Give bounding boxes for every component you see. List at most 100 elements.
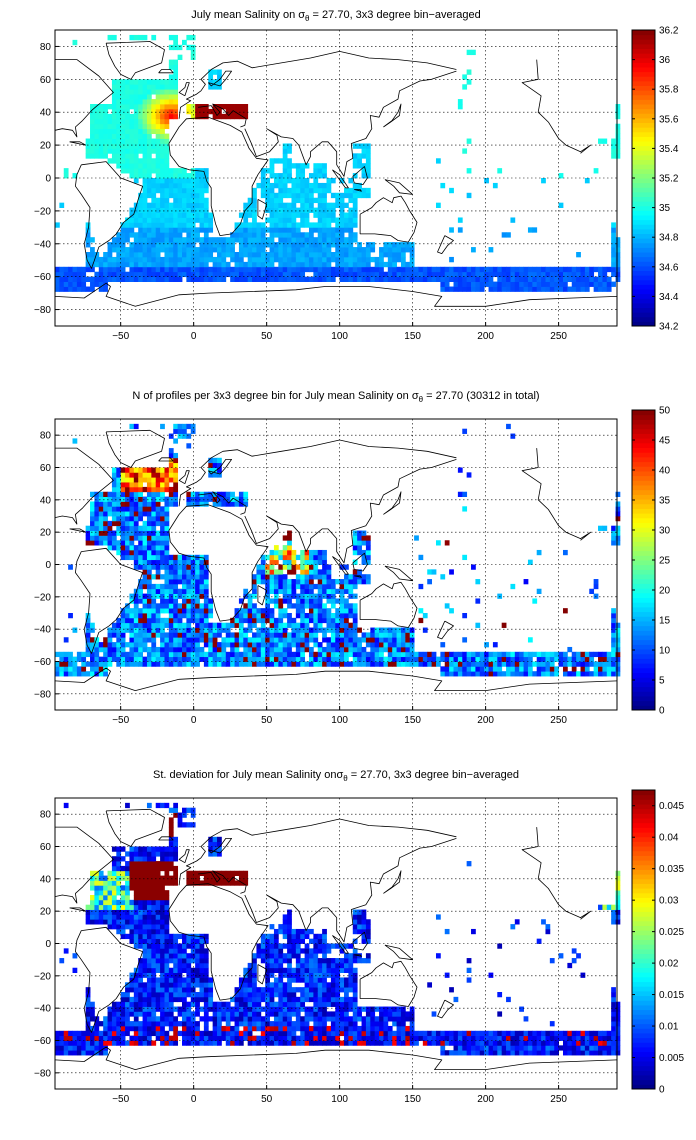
coastlines — [54, 808, 618, 1070]
x-tick-label: 150 — [404, 331, 421, 342]
panel-3: St. deviation for July mean Salinity onσ… — [34, 769, 684, 1105]
y-tick-label: −20 — [34, 971, 51, 982]
y-tick-label: 0 — [45, 560, 51, 571]
y-tick-label: 40 — [40, 495, 52, 506]
colorbar-tick-label: 50 — [659, 406, 671, 417]
x-tick-label: 200 — [477, 1094, 494, 1105]
colorbar-tick-label: 36 — [659, 55, 671, 66]
y-tick-label: 60 — [40, 75, 52, 86]
y-tick-label: −60 — [34, 272, 51, 283]
y-tick-label: −80 — [34, 1068, 51, 1079]
y-tick-label: 60 — [40, 463, 52, 474]
x-tick-label: 50 — [261, 331, 273, 342]
colorbar-tick-label: 34.4 — [659, 292, 679, 303]
y-tick-label: −20 — [34, 206, 51, 217]
colorbar-tick-label: 35.8 — [659, 85, 679, 96]
y-tick-label: 20 — [40, 907, 52, 918]
title-rest: = 27.70, 3x3 degree bin−averaged — [348, 769, 519, 781]
colorbar-tick-label: 34.6 — [659, 262, 679, 273]
colorbar-tick-label: 20 — [659, 586, 671, 597]
panel-1: July mean Salinity on σθ = 27.70, 3x3 de… — [34, 9, 679, 342]
y-tick-label: −40 — [34, 239, 51, 250]
colorbar-tick-label: 34.2 — [659, 322, 679, 333]
title-subscript: θ — [343, 774, 348, 783]
y-tick-label: 0 — [45, 174, 51, 185]
grid-lines — [55, 419, 617, 710]
x-tick-label: 50 — [261, 1094, 273, 1105]
y-tick-label: 0 — [45, 939, 51, 950]
x-tick-label: 250 — [550, 715, 567, 726]
title-subscript: θ — [419, 395, 424, 404]
colorbar-tick-label: 0.005 — [659, 1053, 684, 1064]
colorbar-tick-label: 0.03 — [659, 896, 679, 907]
x-tick-label: 100 — [331, 715, 348, 726]
colorbar-tick-label: 10 — [659, 646, 671, 657]
y-tick-label: 20 — [40, 528, 52, 539]
title-main: St. deviation for July mean Salinity onσ — [153, 769, 343, 781]
grid-lines — [55, 30, 617, 326]
x-tick-label: 100 — [331, 331, 348, 342]
x-tick-label: −50 — [112, 331, 129, 342]
grid-lines — [55, 798, 617, 1089]
x-tick-label: 50 — [261, 715, 273, 726]
x-tick-label: 0 — [191, 1094, 197, 1105]
colorbar-tick-label: 35.6 — [659, 114, 679, 125]
colorbar-tick-label: 15 — [659, 616, 671, 627]
y-tick-label: −60 — [34, 1036, 51, 1047]
colorbar-tick-label: 40 — [659, 466, 671, 477]
panel-title: July mean Salinity on σθ = 27.70, 3x3 de… — [191, 9, 481, 23]
title-rest: = 27.70 (30312 in total) — [423, 390, 540, 402]
x-tick-label: −50 — [112, 1094, 129, 1105]
colorbar: 0 5 10 15 20 25 30 35 40 45 50 — [631, 406, 671, 717]
data-cells — [55, 423, 621, 677]
y-tick-label: −80 — [34, 305, 51, 316]
colorbar-tick-label: 0 — [659, 1085, 665, 1096]
colorbar-tick-label: 35 — [659, 496, 671, 507]
data-cells — [55, 802, 621, 1056]
x-tick-label: 150 — [404, 715, 421, 726]
x-tick-label: 0 — [191, 331, 197, 342]
title-rest: = 27.70, 3x3 degree bin−averaged — [310, 9, 481, 21]
title-main: N of profiles per 3x3 degree bin for Jul… — [132, 390, 418, 402]
y-tick-label: 20 — [40, 141, 52, 152]
y-tick-label: −40 — [34, 625, 51, 636]
coastlines — [54, 429, 618, 691]
colorbar-tick-label: 30 — [659, 526, 671, 537]
x-tick-label: 250 — [550, 331, 567, 342]
y-tick-label: 60 — [40, 842, 52, 853]
data-cells — [55, 34, 621, 292]
colorbar-tick-label: 0.045 — [659, 801, 684, 812]
colorbar-tick-label: 35.2 — [659, 174, 679, 185]
y-tick-label: 40 — [40, 874, 52, 885]
y-tick-label: 40 — [40, 108, 52, 119]
colorbar-tick-label: 5 — [659, 676, 665, 687]
colorbar-tick-label: 36.2 — [659, 26, 679, 37]
x-tick-label: 150 — [404, 1094, 421, 1105]
y-tick-label: −40 — [34, 1004, 51, 1015]
colorbar-tick-label: 0.015 — [659, 990, 684, 1001]
x-tick-label: 0 — [191, 715, 197, 726]
x-tick-label: 250 — [550, 1094, 567, 1105]
x-tick-label: 200 — [477, 715, 494, 726]
x-tick-label: 200 — [477, 331, 494, 342]
colorbar-tick-label: 0 — [659, 706, 665, 717]
panel-2: N of profiles per 3x3 degree bin for Jul… — [34, 390, 671, 726]
colorbar-tick-label: 34.8 — [659, 233, 679, 244]
y-tick-label: −80 — [34, 689, 51, 700]
y-tick-label: 80 — [40, 42, 52, 53]
x-tick-label: −50 — [112, 715, 129, 726]
colorbar-tick-label: 0.025 — [659, 927, 684, 938]
colorbar-tick-label: 0.04 — [659, 833, 679, 844]
colorbar: 34.2 34.4 34.6 34.8 35 35.2 35.4 35.6 35.8 36 36.2 — [631, 26, 679, 333]
y-tick-label: 80 — [40, 810, 52, 821]
panel-title: St. deviation for July mean Salinity onσ… — [153, 769, 519, 783]
y-tick-label: 80 — [40, 431, 52, 442]
panel-title: N of profiles per 3x3 degree bin for Jul… — [132, 390, 539, 404]
colorbar-tick-label: 45 — [659, 436, 671, 447]
colorbar-tick-label: 35 — [659, 203, 671, 214]
title-subscript: θ — [305, 14, 310, 23]
y-tick-label: −20 — [34, 592, 51, 603]
title-main: July mean Salinity on σ — [191, 9, 305, 21]
y-tick-label: −60 — [34, 657, 51, 668]
